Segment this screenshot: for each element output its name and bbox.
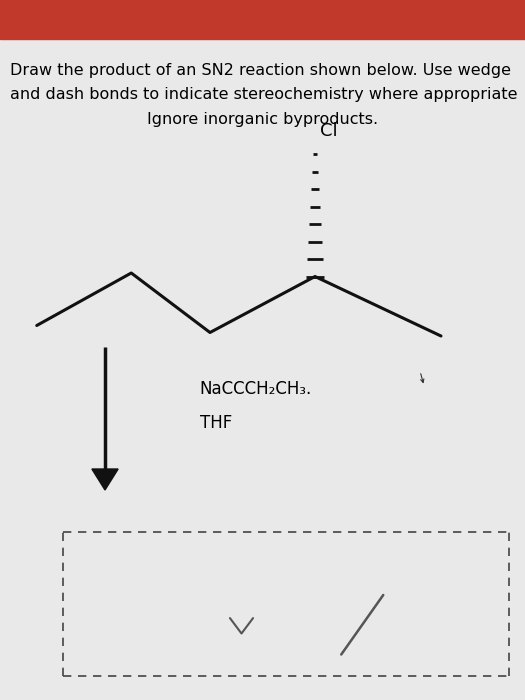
Bar <box>0 0 525 38</box>
Text: Draw the product of an SN2 reaction shown below. Use wedge: Draw the product of an SN2 reaction show… <box>10 63 511 78</box>
Text: and dash bonds to indicate stereochemistry where appropriate: and dash bonds to indicate stereochemist… <box>10 88 518 102</box>
Polygon shape <box>92 469 118 490</box>
Text: Ignore inorganic byproducts.: Ignore inorganic byproducts. <box>147 112 378 127</box>
Text: NaCCCH₂CH₃.: NaCCCH₂CH₃. <box>200 379 312 398</box>
Text: THF: THF <box>200 414 232 433</box>
Text: Cl: Cl <box>320 122 338 140</box>
